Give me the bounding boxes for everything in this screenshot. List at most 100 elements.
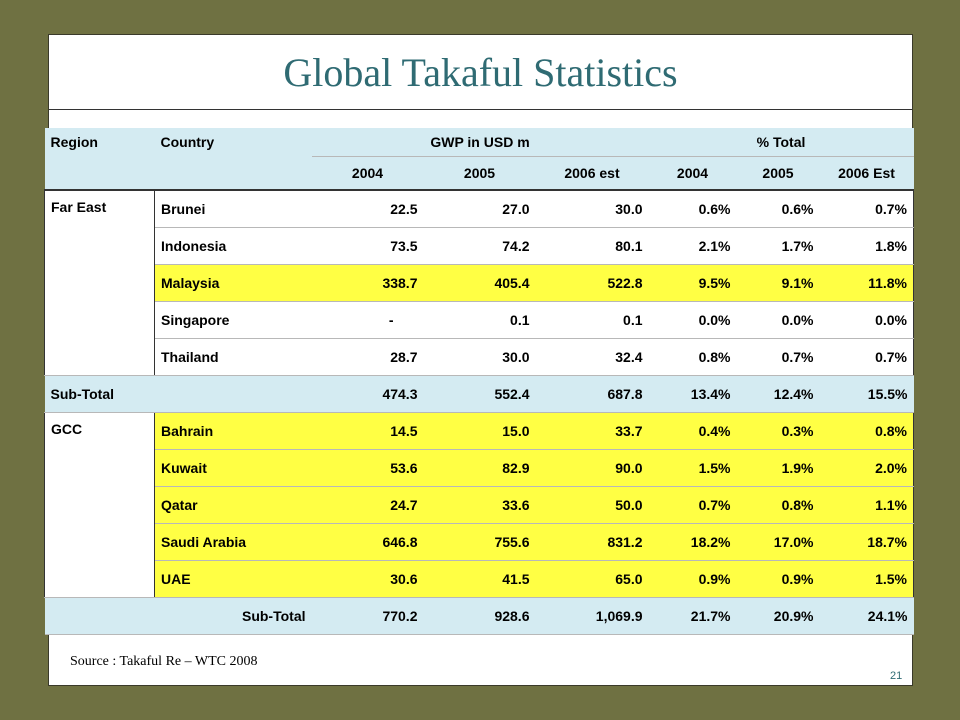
table-cell: 11.8%: [819, 264, 914, 302]
table-cell: 0.7%: [819, 338, 914, 376]
table-cell: 22.5: [311, 189, 424, 228]
table-cell: 24.7: [311, 486, 424, 524]
header-year: 2006 Est: [819, 156, 914, 191]
table-cell: 1.1%: [819, 486, 914, 524]
table-cell: 15.0: [423, 412, 536, 450]
table-cell: 18.2%: [648, 523, 737, 561]
table-row: Far East Brunei 22.5 27.0 30.0 0.6% 0.6%…: [44, 189, 914, 376]
table-cell: 770.2: [311, 597, 424, 635]
table-cell: 18.7%: [819, 523, 914, 561]
subtotal-label: Sub-Total: [44, 375, 312, 413]
table-cell: 0.0%: [819, 301, 914, 339]
table-cell: 0.7%: [819, 189, 914, 228]
header-country: Country: [154, 128, 312, 191]
table-cell: 74.2: [423, 227, 536, 265]
page-number: 21: [890, 670, 903, 682]
table-row: Singapore - 0.1 0.1 0.0% 0.0% 0.0%: [44, 301, 914, 339]
table-cell: 53.6: [311, 449, 424, 487]
table-cell: 755.6: [423, 523, 536, 561]
table-row: Qatar 24.7 33.6 50.0 0.7% 0.8% 1.1%: [44, 486, 914, 524]
table-cell: 82.9: [423, 449, 536, 487]
table-cell: 1.7%: [736, 227, 820, 265]
country-name: Bahrain: [154, 412, 312, 450]
subtotal-row: Sub-Total 474.3 552.4 687.8 13.4% 12.4% …: [44, 375, 914, 413]
takaful-statistics-table: Region Country GWP in USD m % Total 2004…: [44, 128, 914, 635]
table-cell: 0.9%: [736, 560, 820, 598]
table-row: Thailand 28.7 30.0 32.4 0.8% 0.7% 0.7%: [44, 338, 914, 376]
table-cell: 405.4: [423, 264, 536, 302]
table-cell: 0.7%: [648, 486, 737, 524]
table-row: Kuwait 53.6 82.9 90.0 1.5% 1.9% 2.0%: [44, 449, 914, 487]
table-cell: 0.3%: [736, 412, 820, 450]
table-cell: 20.9%: [736, 597, 820, 635]
country-name: Brunei: [154, 189, 312, 228]
subtotal-label: Sub-Total: [44, 597, 312, 635]
header-year: 2005: [736, 156, 820, 191]
table-cell: 0.7%: [736, 338, 820, 376]
table-cell: 12.4%: [736, 375, 820, 413]
country-name: Indonesia: [154, 227, 312, 265]
table-cell: 30.0: [535, 189, 649, 228]
table-cell: 0.8%: [736, 486, 820, 524]
table-cell: 1.5%: [648, 449, 737, 487]
table-cell: 21.7%: [648, 597, 737, 635]
table-cell: 1.5%: [819, 560, 914, 598]
table-row: GCC Bahrain 14.5 15.0 33.7 0.4% 0.3% 0.8…: [44, 412, 914, 598]
country-name: Saudi Arabia: [154, 523, 312, 561]
region-label: Far East: [44, 189, 155, 376]
header-year: 2004: [648, 156, 737, 191]
table-cell: 28.7: [311, 338, 424, 376]
country-name: Qatar: [154, 486, 312, 524]
table-cell: 13.4%: [648, 375, 737, 413]
table-cell: 0.4%: [648, 412, 737, 450]
subtotal-row: Sub-Total 770.2 928.6 1,069.9 21.7% 20.9…: [44, 597, 914, 635]
table-cell: 0.8%: [648, 338, 737, 376]
table-cell: 27.0: [423, 189, 536, 228]
table-cell: 73.5: [311, 227, 424, 265]
header-gwp: GWP in USD m: [311, 128, 649, 157]
table-row: Saudi Arabia 646.8 755.6 831.2 18.2% 17.…: [44, 523, 914, 561]
country-name: Malaysia: [154, 264, 312, 302]
table-cell: 24.1%: [819, 597, 914, 635]
header-pct-total: % Total: [648, 128, 914, 157]
country-name: Singapore: [154, 301, 312, 339]
table-cell: 0.6%: [648, 189, 737, 228]
title-band: Global Takaful Statistics: [49, 35, 912, 110]
header-year: 2006 est: [535, 156, 649, 191]
table-cell: 0.0%: [736, 301, 820, 339]
table-cell: 1.8%: [819, 227, 914, 265]
table-cell: 338.7: [311, 264, 424, 302]
table-cell: 474.3: [311, 375, 424, 413]
table-cell: 32.4: [535, 338, 649, 376]
source-note: Source : Takaful Re – WTC 2008: [70, 654, 258, 669]
table-cell: 17.0%: [736, 523, 820, 561]
table-cell: 50.0: [535, 486, 649, 524]
table-cell: 0.1: [423, 301, 536, 339]
table-cell: 646.8: [311, 523, 424, 561]
table-cell: 687.8: [535, 375, 649, 413]
table-cell: 2.0%: [819, 449, 914, 487]
table-cell: 0.0%: [648, 301, 737, 339]
table-cell: 552.4: [423, 375, 536, 413]
region-label: GCC: [44, 412, 155, 598]
table-cell: 0.1: [535, 301, 649, 339]
table-cell: 41.5: [423, 560, 536, 598]
table-cell: 928.6: [423, 597, 536, 635]
table-cell: 9.1%: [736, 264, 820, 302]
table-cell: 831.2: [535, 523, 649, 561]
table-row: Malaysia 338.7 405.4 522.8 9.5% 9.1% 11.…: [44, 264, 914, 302]
table-cell: 0.9%: [648, 560, 737, 598]
table-cell: 522.8: [535, 264, 649, 302]
country-name: UAE: [154, 560, 312, 598]
table-cell: 30.6: [311, 560, 424, 598]
table-cell: 65.0: [535, 560, 649, 598]
table-cell: 9.5%: [648, 264, 737, 302]
header-region: Region: [44, 128, 155, 191]
table-cell: 33.6: [423, 486, 536, 524]
table-cell: -: [311, 301, 424, 339]
table-cell: 33.7: [535, 412, 649, 450]
table-row: UAE 30.6 41.5 65.0 0.9% 0.9% 1.5%: [44, 560, 914, 598]
country-name: Thailand: [154, 338, 312, 376]
table-cell: 14.5: [311, 412, 424, 450]
table-cell: 0.6%: [736, 189, 820, 228]
